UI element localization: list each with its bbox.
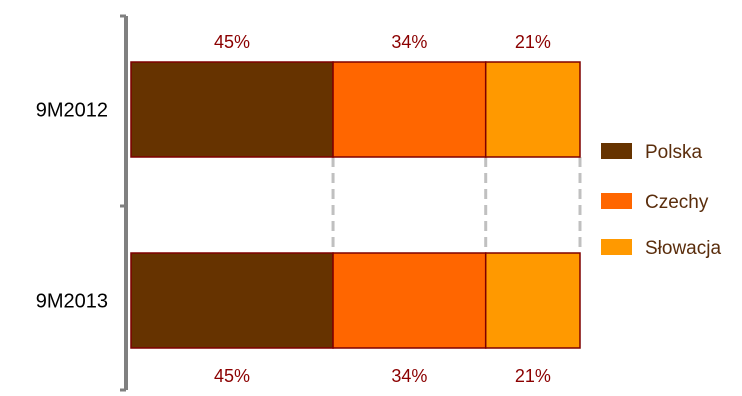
bar-polska-9m2012 bbox=[130, 61, 334, 158]
bar-polska-9m2013 bbox=[130, 252, 334, 349]
legend-label: Czechy bbox=[645, 192, 709, 213]
legend-swatch bbox=[601, 193, 632, 209]
legend-swatch bbox=[601, 239, 632, 255]
connector-lines bbox=[331, 157, 582, 253]
legend-swatch bbox=[601, 143, 632, 159]
bars bbox=[130, 61, 581, 349]
legend-label: Słowacja bbox=[645, 238, 721, 259]
bar-czechy-9m2013 bbox=[332, 252, 487, 349]
category-label: 9M2012 bbox=[36, 100, 108, 122]
category-label: 9M2013 bbox=[36, 291, 108, 313]
bar-słowacja-9m2013 bbox=[484, 252, 581, 349]
category-labels: 9M2012 9M2013 bbox=[36, 100, 108, 313]
data-label: 45% bbox=[214, 366, 250, 386]
data-label: 21% bbox=[515, 366, 551, 386]
data-label: 34% bbox=[391, 32, 427, 52]
data-label: 34% bbox=[391, 366, 427, 386]
legend-label: Polska bbox=[645, 142, 702, 163]
legend: Polska Czechy Słowacja bbox=[601, 142, 721, 259]
data-label: 21% bbox=[515, 32, 551, 52]
data-label: 45% bbox=[214, 32, 250, 52]
y-axis bbox=[120, 14, 128, 392]
bar-czechy-9m2012 bbox=[332, 61, 487, 158]
data-labels: 45% 34% 21% 45% 34% 21% bbox=[214, 32, 551, 386]
bar-słowacja-9m2012 bbox=[484, 61, 581, 158]
